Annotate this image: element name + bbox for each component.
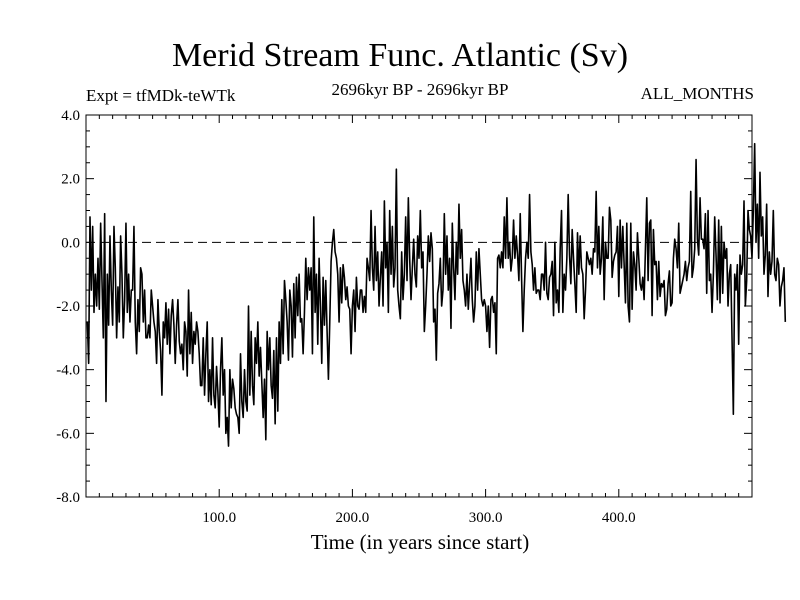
y-tick-label: 0.0 [61,235,80,251]
x-tick-label: 100.0 [202,510,236,526]
y-tick-label: -6.0 [56,426,80,442]
x-tick-label: 200.0 [336,510,370,526]
x-axis-label: Time (in years since start) [310,530,530,554]
period-label: 2696kyr BP - 2696kyr BP [331,80,509,99]
series-line [86,142,787,447]
x-tick-label: 400.0 [602,510,636,526]
y-tick-label: 4.0 [61,108,80,124]
chart-title: Merid Stream Func. Atlantic (Sv) [171,37,629,74]
y-tick-label: 2.0 [61,172,80,188]
y-tick-label: -2.0 [56,299,80,315]
months-label: ALL_MONTHS [640,84,754,103]
y-tick-label: -4.0 [56,363,80,379]
experiment-label: Expt = tfMDk-teWTk [86,86,236,105]
plot-area: -8.0 -6.0 -4.0 -2.0 0.0 2.0 4.0 100.0 200.0 300.0… [56,108,787,526]
y-tick-label: -8.0 [56,490,80,506]
x-tick-label: 300.0 [469,510,503,526]
